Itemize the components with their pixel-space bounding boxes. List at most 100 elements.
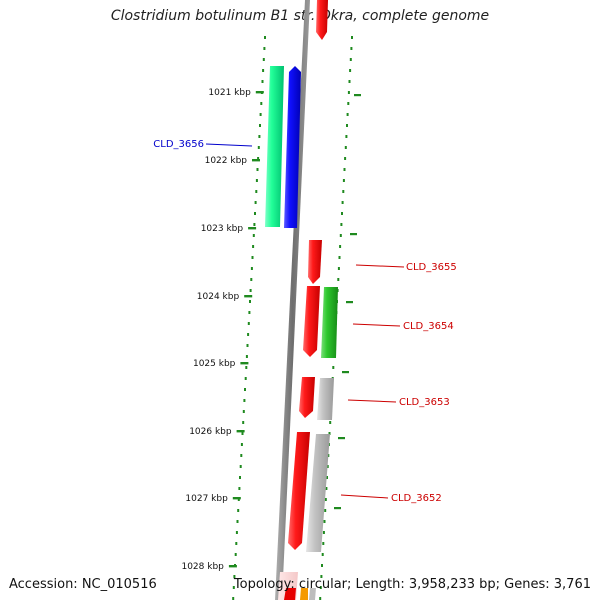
tick-label: 1021 kbp bbox=[208, 88, 251, 98]
ring-dot bbox=[240, 454, 243, 457]
ring-dot bbox=[249, 289, 252, 292]
gene-leader-line bbox=[352, 323, 401, 327]
ring-dot bbox=[236, 520, 239, 523]
ring-dot bbox=[341, 201, 344, 204]
tick-label: 1023 kbp bbox=[201, 224, 244, 234]
ring-dot bbox=[257, 157, 260, 160]
gene-cld3654-green bbox=[321, 287, 338, 358]
ring-tick bbox=[346, 301, 353, 304]
ring-dot bbox=[341, 212, 343, 215]
gene-label[interactable]: CLD_3652 bbox=[391, 493, 442, 504]
ring-dot bbox=[342, 179, 345, 182]
ring-dot bbox=[250, 278, 253, 281]
tick-mark bbox=[228, 565, 237, 568]
ring-dot bbox=[321, 564, 323, 567]
ring-tick bbox=[334, 507, 341, 510]
ring-dot bbox=[245, 355, 248, 358]
ring-dot bbox=[255, 179, 258, 182]
ring-dot bbox=[242, 421, 245, 424]
gene-cld3655 bbox=[308, 240, 322, 284]
ring-dot bbox=[329, 421, 332, 424]
ring-dot bbox=[262, 69, 265, 72]
ring-dot bbox=[319, 597, 322, 600]
tick-label: 1028 kbp bbox=[181, 562, 224, 572]
ring-dot bbox=[340, 223, 343, 226]
ring-dot bbox=[240, 443, 243, 446]
tick-mark bbox=[248, 227, 257, 230]
gene-labels: CLD_3656 CLD_3655 CLD_3654 CLD_3653 CLD_3652 bbox=[153, 139, 456, 504]
tick-label: 1025 kbp bbox=[193, 359, 236, 369]
ring-dot bbox=[326, 465, 329, 468]
gene-label[interactable]: CLD_3656 bbox=[153, 139, 204, 150]
ring-dot bbox=[242, 410, 245, 413]
ring-tick bbox=[342, 371, 349, 374]
gene-leader-line bbox=[340, 494, 389, 499]
gene-label[interactable]: CLD_3654 bbox=[403, 321, 454, 332]
gene-cld3652-gray bbox=[306, 434, 330, 552]
ring-dot bbox=[259, 124, 261, 127]
ring-dot bbox=[339, 245, 342, 248]
tick-mark bbox=[240, 362, 249, 365]
ring-dot bbox=[248, 311, 251, 314]
ring-dot bbox=[246, 344, 249, 347]
ring-dot bbox=[232, 597, 235, 600]
ring-dot bbox=[320, 575, 323, 578]
gene-leader-line bbox=[205, 143, 253, 147]
ring-dot bbox=[247, 333, 250, 336]
gene-cld3653-gray bbox=[317, 378, 334, 420]
ring-tick bbox=[354, 94, 361, 97]
ring-dot bbox=[345, 135, 348, 138]
gene-bottom-gray bbox=[309, 588, 316, 600]
ring-dot bbox=[261, 80, 264, 83]
ring-dot bbox=[251, 256, 254, 259]
ring-dot bbox=[237, 498, 240, 501]
tick-mark bbox=[236, 430, 245, 433]
tick-label: 1027 kbp bbox=[185, 494, 228, 504]
ring-dot bbox=[328, 432, 331, 435]
tick-mark bbox=[232, 497, 241, 500]
ring-dot bbox=[337, 278, 340, 281]
ring-dot bbox=[319, 586, 322, 589]
gene-label[interactable]: CLD_3653 bbox=[399, 397, 450, 408]
tick-mark bbox=[244, 295, 253, 298]
gene-bottom-orange bbox=[300, 588, 308, 600]
ring-dot bbox=[249, 300, 251, 303]
ring-dot bbox=[323, 520, 326, 523]
gene-label[interactable]: CLD_3655 bbox=[406, 262, 457, 273]
gene-cld3653-red bbox=[299, 377, 315, 418]
ring-dot bbox=[243, 399, 246, 402]
gene-leader-line bbox=[355, 264, 405, 268]
ring-dot bbox=[339, 234, 342, 237]
ring-dot bbox=[338, 256, 341, 259]
ring-dot bbox=[344, 146, 347, 149]
ring-dot bbox=[347, 102, 350, 105]
ring-dot bbox=[325, 487, 328, 490]
ring-dot bbox=[337, 267, 340, 270]
ring-dot bbox=[346, 124, 348, 127]
ring-dot bbox=[238, 487, 241, 490]
ring-dot bbox=[260, 102, 263, 105]
ring-dot bbox=[250, 267, 253, 270]
ring-dot bbox=[234, 553, 237, 556]
ring-dot bbox=[262, 58, 265, 61]
tick-label: 1022 kbp bbox=[205, 156, 248, 166]
ring-dot bbox=[259, 113, 262, 116]
ring-dot bbox=[252, 245, 255, 248]
ring-dot bbox=[326, 476, 328, 479]
ring-dot bbox=[253, 223, 256, 226]
gene-cld3652-red bbox=[288, 432, 310, 550]
ring-dot bbox=[351, 36, 353, 39]
ring-dot bbox=[342, 190, 345, 193]
ring-dot bbox=[258, 135, 261, 138]
ring-dot bbox=[324, 509, 327, 512]
genome-backbone bbox=[275, 0, 310, 600]
ring-tick bbox=[350, 233, 357, 236]
ring-dot bbox=[263, 47, 266, 50]
accession-text: Accession: NC_010516 bbox=[9, 577, 157, 592]
ring-dot bbox=[332, 366, 335, 369]
ring-dot bbox=[322, 542, 325, 545]
ring-dot bbox=[350, 47, 353, 50]
tick-label: 1026 kbp bbox=[189, 427, 232, 437]
genome-title: Clostridium botulinum B1 str. Okra, comp… bbox=[110, 8, 490, 24]
